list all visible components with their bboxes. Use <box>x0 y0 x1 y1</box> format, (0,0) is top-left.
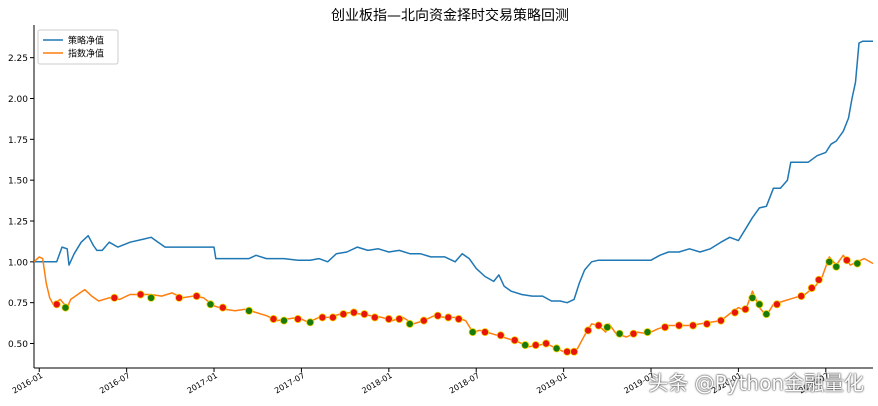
x-tick-label: 2018-01 <box>360 371 393 396</box>
sell-marker <box>306 318 315 327</box>
buy-marker <box>110 293 119 302</box>
sell-marker <box>244 306 253 315</box>
buy-marker <box>269 314 278 323</box>
buy-marker <box>339 310 348 319</box>
sell-marker <box>206 300 215 309</box>
buy-marker <box>689 321 698 330</box>
chart-title: 创业板指—北向资金择时交易策略回测 <box>331 7 569 24</box>
sell-marker <box>615 329 624 338</box>
buy-marker <box>52 300 61 309</box>
buy-marker <box>563 347 572 356</box>
y-tick-label: 0.75 <box>8 299 28 309</box>
x-tick-label: 2017-01 <box>186 371 219 396</box>
buy-marker <box>384 314 393 323</box>
sell-marker <box>61 303 70 312</box>
buy-marker <box>496 331 505 340</box>
buy-marker <box>360 310 369 319</box>
buy-marker <box>675 321 684 330</box>
buy-marker <box>454 314 463 323</box>
sell-marker <box>405 319 414 328</box>
buy-marker <box>318 313 327 322</box>
legend-label-1: 指数净值 <box>68 48 104 60</box>
buy-marker <box>510 336 519 345</box>
buy-marker <box>570 347 579 356</box>
buy-marker <box>480 328 489 337</box>
buy-marker <box>594 321 603 330</box>
buy-marker <box>716 316 725 325</box>
y-tick-label: 1.00 <box>8 258 28 268</box>
sell-marker <box>521 341 530 350</box>
series-line-0 <box>34 40 873 304</box>
x-tick-label: 2016-01 <box>11 371 44 396</box>
x-tick-label: 2017-07 <box>273 371 306 396</box>
series-line-1 <box>33 254 874 355</box>
sell-marker <box>603 323 612 332</box>
buy-marker <box>772 300 781 309</box>
sell-marker <box>832 262 841 271</box>
buy-marker <box>419 316 428 325</box>
buy-marker <box>395 314 404 323</box>
watermark: 头条 @Python金融量化 <box>648 371 864 395</box>
buy-marker <box>807 283 816 292</box>
buy-marker <box>584 326 593 335</box>
buy-marker <box>741 305 750 314</box>
sell-marker <box>853 259 862 268</box>
buy-marker <box>531 341 540 350</box>
sell-marker <box>825 257 834 266</box>
x-tick-label: 2016-07 <box>98 371 131 396</box>
sell-marker <box>755 300 764 309</box>
sell-marker <box>748 293 757 302</box>
x-tick-label: 2019-01 <box>535 371 568 396</box>
buy-marker <box>175 293 184 302</box>
buy-marker <box>842 256 851 265</box>
sell-marker <box>762 310 771 319</box>
buy-marker <box>542 339 551 348</box>
sell-marker <box>468 328 477 337</box>
legend-box <box>37 29 119 65</box>
sell-marker <box>147 293 156 302</box>
sell-marker <box>643 328 652 337</box>
y-tick-label: 0.50 <box>8 340 28 350</box>
sell-marker <box>279 316 288 325</box>
buy-marker <box>702 319 711 328</box>
buy-marker <box>444 313 453 322</box>
buy-marker <box>192 292 201 301</box>
buy-marker <box>797 292 806 301</box>
buy-marker <box>629 329 638 338</box>
buy-marker <box>814 275 823 284</box>
buy-marker <box>293 314 302 323</box>
y-tick-label: 1.25 <box>8 218 28 228</box>
buy-marker <box>370 313 379 322</box>
buy-marker <box>349 308 358 317</box>
legend-label-0: 策略净值 <box>68 35 104 47</box>
y-tick-label: 1.75 <box>8 136 28 146</box>
trade-markers <box>52 256 862 356</box>
axes: 0.50 0.75 1.00 1.25 1.50 1.75 2.00 2.25 2016-01 2… <box>8 25 873 395</box>
buy-marker <box>661 323 670 332</box>
buy-marker <box>730 308 739 317</box>
y-tick-label: 1.50 <box>8 177 28 187</box>
x-tick-label: 2018-07 <box>448 371 481 396</box>
buy-marker <box>218 303 227 312</box>
buy-marker <box>433 311 442 320</box>
y-tick-label: 2.00 <box>8 95 28 105</box>
buy-marker <box>136 290 145 299</box>
sell-marker <box>552 344 561 353</box>
y-tick-label: 2.25 <box>8 54 28 64</box>
buy-marker <box>328 313 337 322</box>
